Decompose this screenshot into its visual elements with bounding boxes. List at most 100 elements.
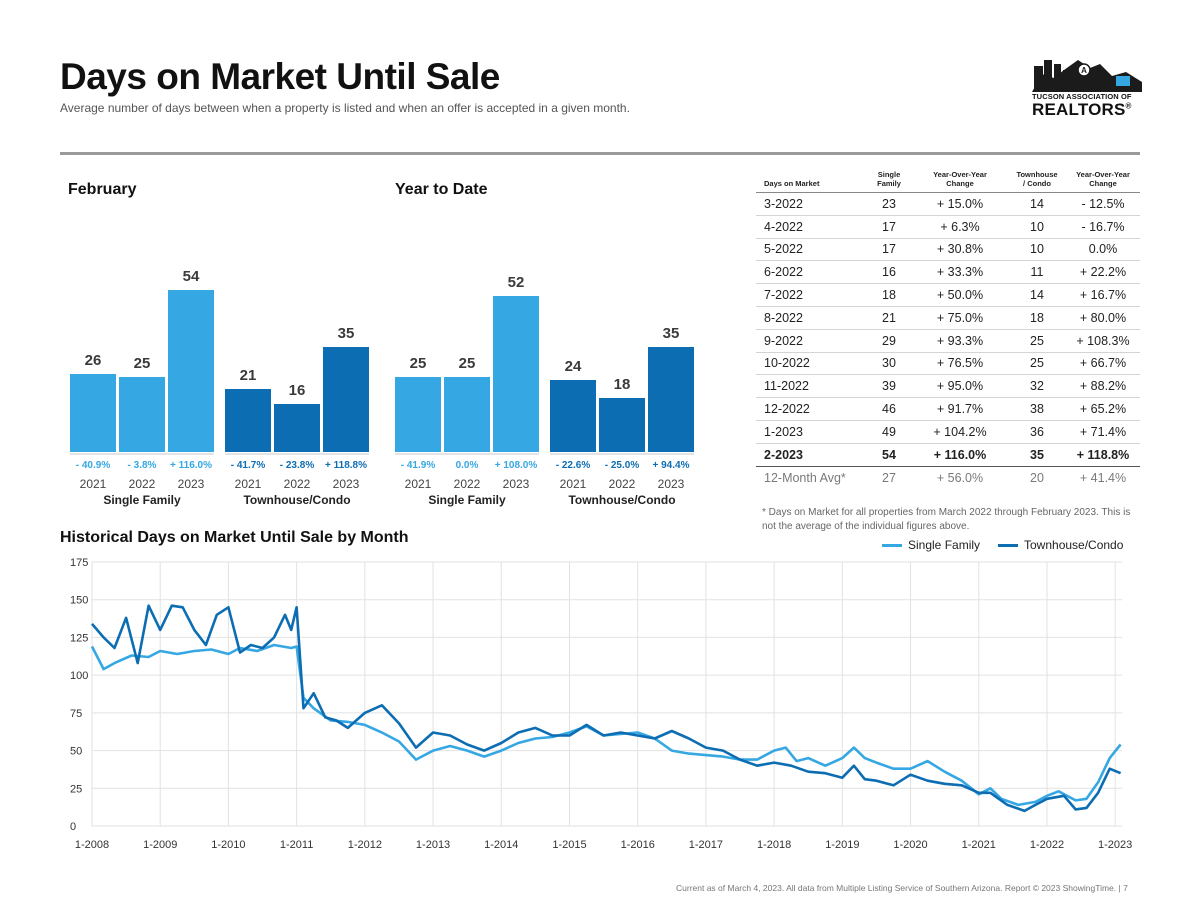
monthly-stats-table: Days on Market Single Family Year-Over-Year… [756, 170, 1140, 489]
table-cell: 32 [1008, 374, 1066, 399]
bar-group-label: Single Family [428, 493, 506, 507]
table-row: 2-2023 54 + 116.0% 35 + 118.8% [756, 443, 1140, 467]
logo-letter: A [1081, 66, 1087, 75]
table-header-row: Days on Market Single Family Year-Over-Year… [756, 170, 1140, 193]
legend-townhouse-condo: Townhouse/Condo [998, 538, 1123, 552]
bar-value-label: 21 [240, 367, 257, 384]
table-cell: 25 [1008, 329, 1066, 353]
table-cell: 30 [866, 352, 912, 376]
table-cell: 12-2022 [756, 397, 866, 421]
x-tick-label: 1-2012 [348, 839, 382, 851]
logo-text-top: TUCSON ASSOCIATION OF [1032, 92, 1132, 101]
bar-value-label: 52 [508, 274, 525, 291]
table-row: 1-2023 49 + 104.2% 36 + 71.4% [756, 420, 1140, 444]
bar-change-label: - 41.9% [401, 460, 436, 471]
x-tick-label: 1-2008 [75, 839, 109, 851]
table-cell: 23 [866, 192, 912, 216]
table-cell: 49 [866, 420, 912, 444]
historical-line-chart: 0 25 50 75 100 125 150 175 1-2008 1-2009 1-2010 1-2… [70, 557, 1132, 851]
x-tick-label: 1-2016 [621, 839, 655, 851]
x-tick-label: 1-2011 [280, 839, 313, 851]
x-tick-label: 1-2010 [211, 839, 245, 851]
table-row: 7-2022 18 + 50.0% 14 + 16.7% [756, 283, 1140, 307]
table-row: 12-Month Avg* 27 + 56.0% 20 + 41.4% [756, 466, 1140, 489]
bar-ytd-sf-2021 [395, 377, 441, 452]
x-tick-label: 1-2009 [143, 839, 177, 851]
bar-change-label: - 25.0% [605, 460, 640, 471]
bar-value-label: 35 [338, 325, 355, 342]
bar-ytd-sf-2022 [444, 377, 490, 452]
bar-ytd-tc-2022 [599, 398, 645, 452]
table-cell: 9-2022 [756, 329, 866, 353]
bar-value-label: 25 [134, 355, 151, 372]
table-cell: 7-2022 [756, 283, 866, 307]
bar-change-label: + 116.0% [170, 460, 212, 471]
bar-change-label: + 118.8% [325, 460, 367, 471]
bar-change-label: - 40.9% [76, 460, 111, 471]
series-line-townhouse-condo [91, 604, 1122, 813]
bar-ytd-tc-2023 [648, 347, 694, 452]
february-heading: February [68, 181, 137, 198]
table-row: 8-2022 21 + 75.0% 18 + 80.0% [756, 306, 1140, 330]
bar-year-label: 2021 [405, 477, 432, 491]
table-cell: 25 [1008, 352, 1066, 376]
table-cell: 8-2022 [756, 306, 866, 330]
table-cell: 3-2022 [756, 192, 866, 216]
bar-charts: 26 - 40.9% 2021 25 - 3.8% 2022 54 + 116.0% 2023 S… [70, 268, 694, 507]
y-tick-label: 175 [70, 557, 88, 569]
bar-value-label: 25 [459, 355, 476, 372]
table-cell: + 6.3% [912, 215, 1008, 239]
x-tick-label: 1-2023 [1098, 839, 1132, 851]
bar-change-label: - 3.8% [128, 460, 157, 471]
bar-value-label: 54 [183, 268, 200, 285]
table-cell: + 65.2% [1066, 397, 1140, 421]
table-cell: 18 [866, 283, 912, 307]
table-cell: 17 [866, 215, 912, 239]
bar-change-label: 0.0% [456, 460, 479, 471]
y-tick-label: 75 [70, 708, 82, 720]
table-row: 5-2022 17 + 30.8% 10 0.0% [756, 238, 1140, 262]
table-cell: 46 [866, 397, 912, 421]
bar-value-label: 16 [289, 382, 306, 399]
table-cell: 21 [866, 306, 912, 330]
table-cell: + 33.3% [912, 260, 1008, 285]
x-tick-label: 1-2022 [1030, 839, 1064, 851]
table-row: 4-2022 17 + 6.3% 10- 16.7% [756, 215, 1140, 239]
bar-group-label: Townhouse/Condo [568, 493, 675, 507]
table-row: 3-2022 23 + 15.0% 14- 12.5% [756, 192, 1140, 216]
bar-ytd-sf-2023 [493, 296, 539, 452]
table-cell: 12-Month Avg* [764, 470, 846, 485]
table-cell: + 30.8% [912, 238, 1008, 262]
table-cell: + 108.3% [1066, 329, 1140, 353]
bar-feb-tc-2022 [274, 404, 320, 452]
table-cell: 29 [866, 329, 912, 353]
bar-year-label: 2021 [560, 477, 587, 491]
table-cell: - 16.7% [1066, 215, 1140, 239]
table-cell: + 104.2% [912, 420, 1008, 444]
legend-swatch-single-family [882, 543, 902, 547]
realtors-logo: A TUCSON ASSOCIATION OF REALTORS® [1032, 52, 1142, 122]
y-tick-label: 125 [70, 632, 88, 644]
bar-ytd-tc-2021 [550, 380, 596, 452]
table-cell: + 93.3% [912, 329, 1008, 353]
y-tick-label: 50 [70, 746, 82, 758]
bar-change-label: - 23.8% [280, 460, 315, 471]
table-cell: 14 [1008, 192, 1066, 216]
bar-year-label: 2023 [658, 477, 685, 491]
legend-swatch-townhouse [998, 543, 1018, 547]
bar-value-label: 18 [614, 376, 631, 393]
bar-year-label: 2021 [80, 477, 107, 491]
bar-feb-tc-2021 [225, 389, 271, 452]
table-footnote: * Days on Market for all properties from… [762, 507, 1131, 532]
table-cell: 54 [866, 443, 912, 467]
table-cell: 38 [1008, 397, 1066, 421]
bar-value-label: 24 [565, 358, 582, 375]
table-cell: 17 [866, 238, 912, 262]
table-cell: + 80.0% [1066, 306, 1140, 330]
legend-label-townhouse: Townhouse/Condo [1024, 538, 1124, 552]
page-subtitle: Average number of days between when a pr… [60, 101, 630, 115]
table-cell: + 15.0% [912, 192, 1008, 216]
bar-year-label: 2022 [454, 477, 481, 491]
bar-feb-sf-2021 [70, 374, 116, 452]
table-cell: - 12.5% [1066, 192, 1140, 216]
